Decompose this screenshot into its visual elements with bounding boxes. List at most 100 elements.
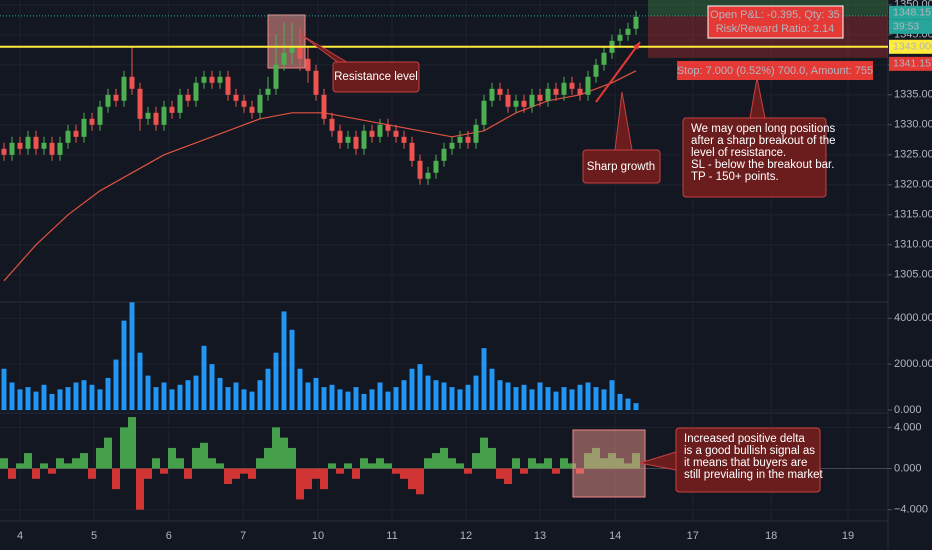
x-tick-label: 13 (534, 530, 546, 542)
volume-bar (593, 387, 599, 410)
delta-bar (360, 458, 368, 469)
y-tick-label: 1335.000 (894, 89, 932, 101)
delta-bar (496, 468, 504, 479)
resistance-note-box (332, 61, 420, 93)
candle-body (553, 88, 559, 95)
candle-body (417, 160, 423, 179)
candle-body (177, 94, 183, 113)
volume-bar (169, 389, 175, 410)
position-ratio: Risk/Reward Ratio: 2.14 (716, 23, 835, 35)
delta-bar (536, 463, 544, 469)
delta-bar (304, 468, 312, 490)
candle-body (49, 142, 55, 155)
delta-bar (416, 468, 424, 495)
delta-bar (296, 468, 304, 500)
delta-bar (472, 453, 480, 469)
last-price-label: 1348.157 (893, 7, 932, 19)
x-tick-label: 18 (765, 530, 777, 542)
candle-body (593, 64, 599, 77)
volume-bar (121, 320, 127, 410)
delta-bar (384, 463, 392, 469)
volume-bar (505, 382, 511, 410)
y-tick-label: 4000.000 (894, 312, 932, 324)
volume-bar (281, 311, 287, 410)
candle-body (105, 94, 111, 107)
candle-body (321, 94, 327, 119)
last-price-label-bg (889, 5, 932, 20)
volume-bar (465, 384, 471, 410)
volume-bar (305, 382, 311, 410)
volume-bar (449, 387, 455, 410)
candle-body (433, 160, 439, 173)
volume-bar (497, 380, 503, 410)
delta-note: is a good bullish signal as (684, 445, 815, 457)
volume-bar (369, 389, 375, 410)
candle-body (561, 82, 567, 95)
delta-bar (200, 442, 208, 469)
delta-bar (272, 427, 280, 469)
volume-bar (585, 382, 591, 410)
candle-body (209, 76, 215, 83)
delta-bar (432, 453, 440, 469)
y-tick-label: 2000.000 (894, 358, 932, 370)
volume-bar (113, 359, 119, 410)
x-tick-label: 6 (166, 530, 172, 542)
countdown-label: 39:53 (893, 21, 919, 33)
candle-body (513, 100, 519, 107)
volume-bar (89, 384, 95, 410)
delta-note: still previaling in the market (684, 469, 824, 481)
delta-bar (320, 468, 328, 490)
candle-body (449, 142, 455, 149)
volume-bar (129, 302, 135, 410)
growth-note: Sharp growth (587, 161, 655, 173)
candle-body (281, 52, 287, 65)
delta-bar (288, 447, 296, 469)
resistance-label-bg (889, 39, 932, 54)
volume-bar (577, 384, 583, 410)
volume-bar (257, 380, 263, 410)
callout-pointer (749, 77, 766, 119)
volume-bar (633, 403, 639, 410)
candle-body (529, 94, 535, 107)
candle-body (353, 136, 359, 149)
candle-body (9, 142, 15, 155)
y-tick-label: 1325.000 (894, 149, 932, 161)
delta-bar (128, 417, 136, 469)
candle-body (153, 112, 159, 125)
volume-bar (433, 380, 439, 410)
candle-body (25, 136, 31, 149)
candle-body (185, 94, 191, 101)
delta-bar (48, 468, 56, 474)
candle-body (241, 100, 247, 107)
y-tick-label: 0.000 (894, 462, 922, 474)
delta-bar (408, 468, 416, 490)
delta-bar (216, 463, 224, 469)
candle-body (217, 76, 223, 83)
volume-bar (521, 384, 527, 410)
delta-bar (448, 458, 456, 469)
candle-body (273, 64, 279, 89)
volume-bar (425, 375, 431, 410)
delta-bar (528, 458, 536, 469)
candle-body (73, 130, 79, 137)
candle-body (129, 76, 135, 89)
volume-bar (313, 377, 319, 410)
candle-body (17, 142, 23, 149)
y-tick-label: 1310.000 (894, 239, 932, 251)
delta-bar (376, 458, 384, 469)
delta-note: Increased positive delta (684, 433, 805, 445)
delta-bar (464, 468, 472, 474)
delta-bar (488, 447, 496, 469)
delta-bar (56, 458, 64, 469)
volume-bar (337, 389, 343, 410)
delta-bar (144, 468, 152, 479)
volume-bar (617, 393, 623, 410)
x-tick-label: 14 (609, 530, 621, 542)
volume-bar (377, 382, 383, 410)
delta-bar (512, 458, 520, 469)
delta-bar (456, 463, 464, 469)
volume-bar (321, 387, 327, 410)
volume-bar (9, 382, 15, 410)
candle-body (505, 94, 511, 107)
delta-bar (328, 463, 336, 469)
